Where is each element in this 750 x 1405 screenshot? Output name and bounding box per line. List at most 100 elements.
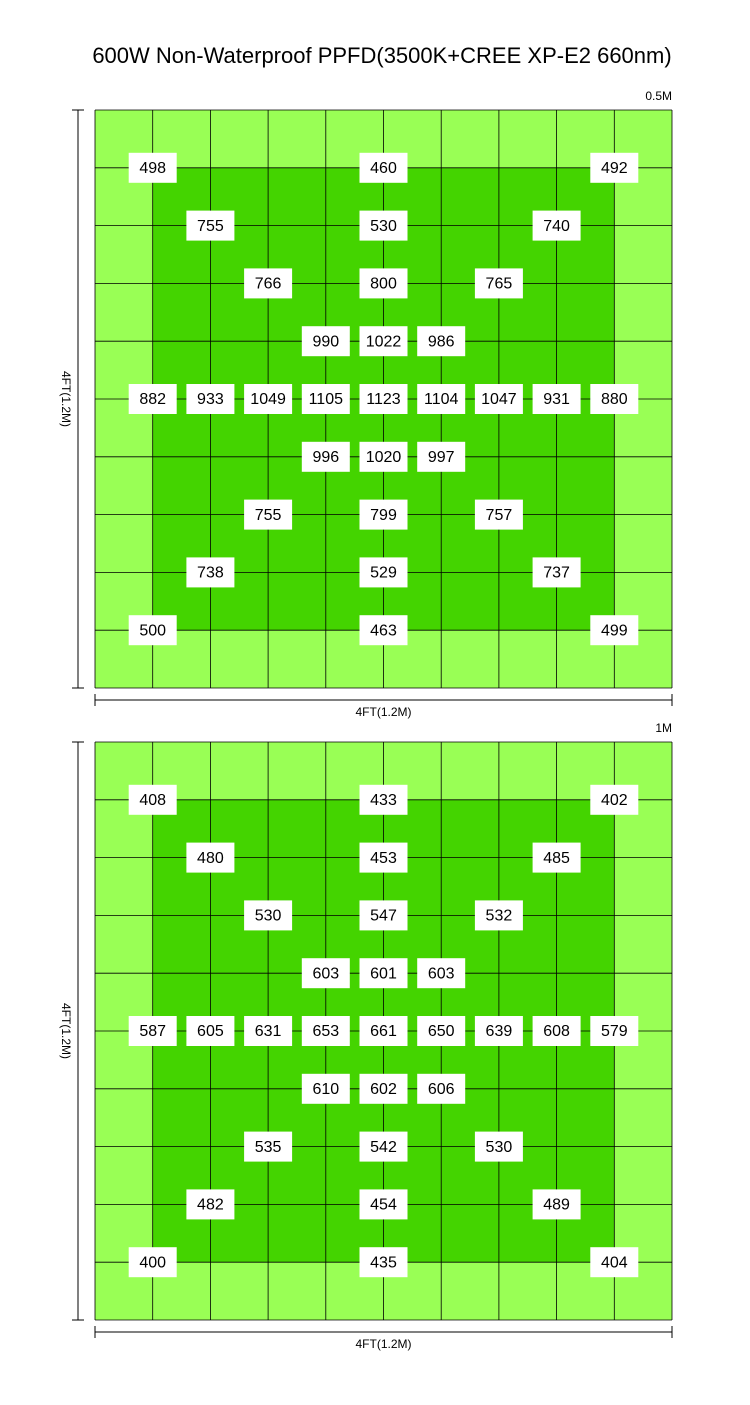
ppfd-value: 603 <box>312 965 339 982</box>
ppfd-value: 986 <box>428 333 455 350</box>
value-box <box>590 1247 639 1278</box>
value-box <box>128 384 177 414</box>
ppfd-value: 755 <box>255 507 282 524</box>
value-box <box>359 557 408 588</box>
ppfd-value: 997 <box>428 449 455 466</box>
value-box <box>417 384 466 414</box>
ppfd-value: 463 <box>370 622 397 639</box>
value-box <box>128 1016 177 1046</box>
ppfd-value: 631 <box>255 1023 282 1040</box>
ppfd-value: 1047 <box>481 391 517 408</box>
value-box <box>590 615 639 646</box>
value-box <box>359 384 408 414</box>
ppfd-value: 480 <box>197 850 224 867</box>
value-box <box>590 152 639 183</box>
value-box <box>359 268 408 299</box>
height-label: 0.5M <box>645 89 672 103</box>
value-box <box>474 1016 523 1046</box>
ppfd-value: 606 <box>428 1081 455 1098</box>
ppfd-value: 500 <box>139 622 166 639</box>
ppfd-value: 933 <box>197 391 224 408</box>
height-label: 1M <box>655 721 672 735</box>
ppfd-value: 737 <box>543 565 570 582</box>
ppfd-value: 738 <box>197 565 224 582</box>
ppfd-value: 990 <box>312 333 339 350</box>
ppfd-value: 530 <box>486 1139 513 1156</box>
title: 600W Non-Waterproof PPFD(3500K+CREE XP-E… <box>92 43 671 68</box>
value-box <box>359 210 408 241</box>
value-box <box>532 1016 581 1046</box>
ppfd-value: 453 <box>370 850 397 867</box>
ppfd-value: 435 <box>370 1254 397 1271</box>
value-box <box>301 384 350 414</box>
ppfd-value: 404 <box>601 1254 628 1271</box>
ppfd-value: 639 <box>486 1023 513 1040</box>
value-box <box>186 1189 235 1220</box>
ppfd-value: 602 <box>370 1081 397 1098</box>
ppfd-value: 579 <box>601 1023 628 1040</box>
ppfd-value: 498 <box>139 160 166 177</box>
ppfd-value: 661 <box>370 1023 397 1040</box>
ppfd-value: 603 <box>428 965 455 982</box>
ppfd-value: 492 <box>601 160 628 177</box>
ppfd-value: 740 <box>543 218 570 235</box>
ppfd-value: 485 <box>543 850 570 867</box>
bottom-label: 4FT(1.2M) <box>355 1337 411 1351</box>
value-box <box>532 1189 581 1220</box>
ppfd-value: 532 <box>486 908 513 925</box>
value-box <box>244 1016 293 1046</box>
value-box <box>301 441 350 472</box>
ppfd-value: 605 <box>197 1023 224 1040</box>
value-box <box>359 326 408 357</box>
value-box <box>244 268 293 299</box>
value-box <box>359 152 408 183</box>
side-label: 4FT(1.2M) <box>59 1003 73 1059</box>
value-box <box>532 210 581 241</box>
ppfd-value: 1049 <box>250 391 286 408</box>
ppfd-value: 542 <box>370 1139 397 1156</box>
value-box <box>244 900 293 931</box>
value-box <box>359 499 408 530</box>
ppfd-value: 931 <box>543 391 570 408</box>
value-box <box>244 499 293 530</box>
ppfd-value: 402 <box>601 792 628 809</box>
value-box <box>359 1131 408 1162</box>
value-box <box>186 842 235 873</box>
value-box <box>359 1016 408 1046</box>
value-box <box>417 1073 466 1104</box>
bottom-label: 4FT(1.2M) <box>355 705 411 719</box>
ppfd-value: 400 <box>139 1254 166 1271</box>
ppfd-value: 482 <box>197 1197 224 1214</box>
ppfd-value: 587 <box>139 1023 166 1040</box>
ppfd-value: 765 <box>486 276 513 293</box>
value-box <box>590 784 639 815</box>
value-box <box>474 384 523 414</box>
value-box <box>417 958 466 989</box>
value-box <box>474 499 523 530</box>
ppfd-value: 996 <box>312 449 339 466</box>
value-box <box>359 842 408 873</box>
value-box <box>301 1073 350 1104</box>
ppfd-value: 650 <box>428 1023 455 1040</box>
value-box <box>244 1131 293 1162</box>
ppfd-value: 1022 <box>366 333 402 350</box>
ppfd-value: 766 <box>255 276 282 293</box>
ppfd-value: 610 <box>312 1081 339 1098</box>
value-box <box>532 842 581 873</box>
value-box <box>417 1016 466 1046</box>
value-box <box>474 268 523 299</box>
value-box <box>186 384 235 414</box>
ppfd-value: 454 <box>370 1197 397 1214</box>
value-box <box>590 384 639 414</box>
ppfd-value: 755 <box>197 218 224 235</box>
side-label: 4FT(1.2M) <box>59 371 73 427</box>
value-box <box>301 958 350 989</box>
value-box <box>359 958 408 989</box>
ppfd-value: 535 <box>255 1139 282 1156</box>
value-box <box>359 441 408 472</box>
value-box <box>301 326 350 357</box>
value-box <box>359 1073 408 1104</box>
value-box <box>532 384 581 414</box>
value-box <box>186 557 235 588</box>
value-box <box>128 152 177 183</box>
